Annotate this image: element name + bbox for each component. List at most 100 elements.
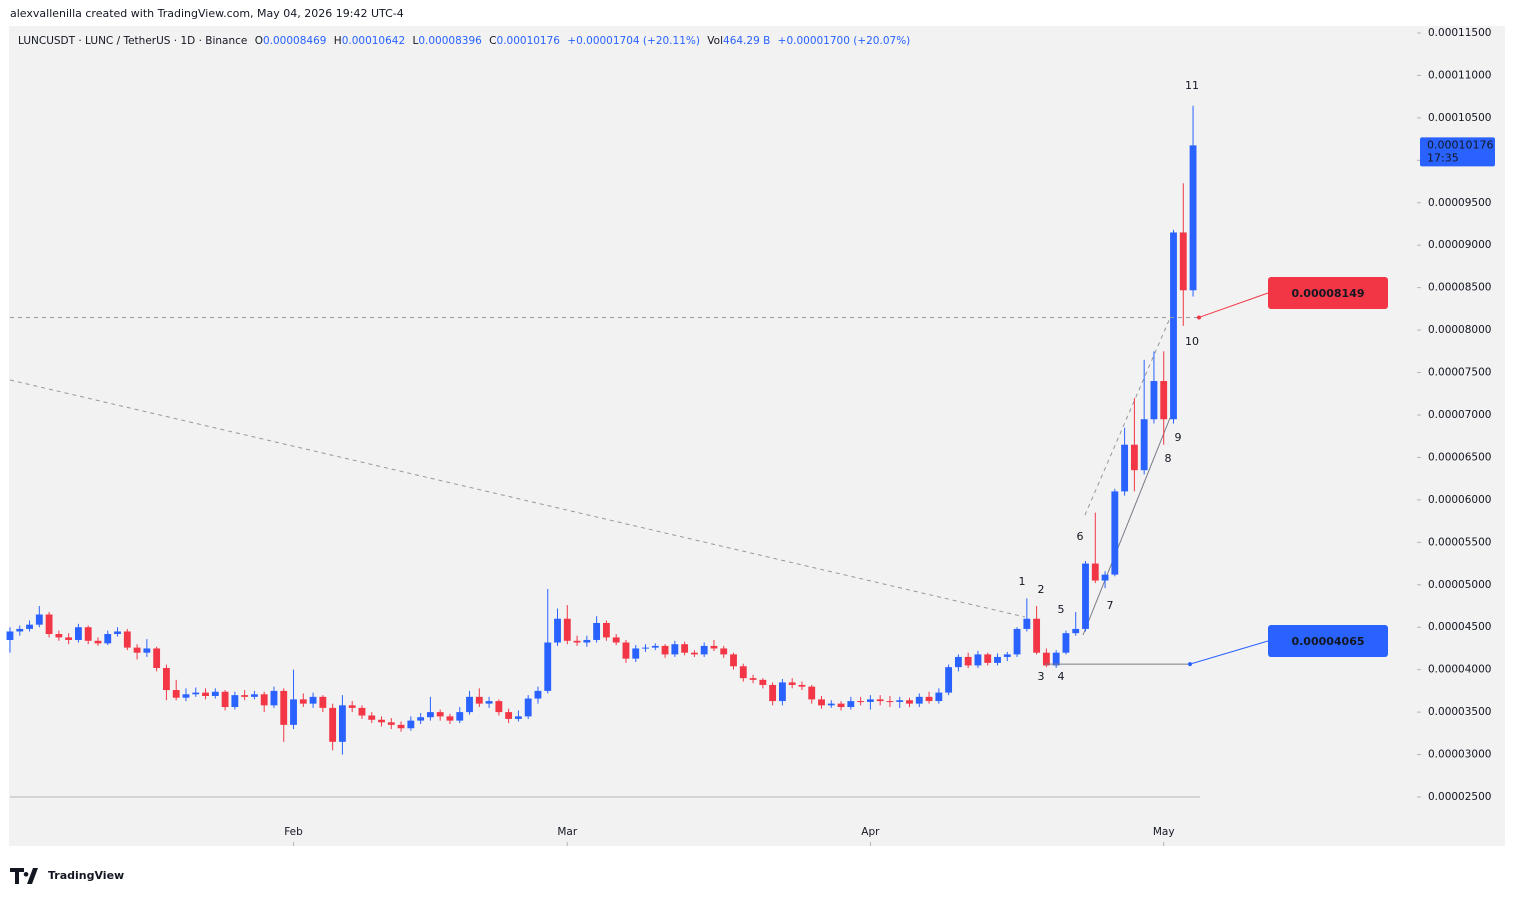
candle [837,701,845,711]
candle [554,608,561,646]
candle-body [534,690,542,699]
candle-body [133,647,141,653]
candle [1023,598,1031,632]
candle [250,690,258,700]
header: alexvallenilla created with TradingView.… [10,7,404,20]
candle-body [387,722,395,725]
candle [583,635,591,647]
channel-line [1084,317,1171,516]
candle [739,663,747,682]
candle-body [710,645,718,649]
candle-body [172,690,180,698]
candle-body [915,696,923,704]
candle [231,691,239,710]
candle-body [964,656,972,666]
candle-body [661,645,669,655]
legend: LUNCUSDT · LUNC / TetherUS · 1D · Binanc… [18,35,910,47]
candle [1150,351,1158,424]
candle-body [1091,563,1099,581]
candle [378,716,385,727]
candle [1052,650,1060,668]
candle [1082,561,1089,632]
candle-body [1003,654,1011,657]
wave-label: 4 [1058,670,1065,683]
legend-change: +0.00001704 (+20.11%) [567,35,700,47]
candle-body [593,622,601,640]
wave-label: 10 [1185,335,1199,348]
candle-body [260,694,268,706]
candle-body [896,700,904,702]
candle [466,690,473,715]
candle [661,644,669,658]
candle-body [1179,232,1187,291]
candle-body [749,678,757,680]
wave-label: 1 [1019,575,1026,588]
candle-body [954,656,962,668]
candle [436,709,444,721]
candle [544,589,552,694]
candle [1160,351,1168,445]
candle [827,700,835,708]
candle [182,688,190,702]
candle-body [192,692,200,695]
candle-body [1160,381,1168,420]
candle-body [798,684,806,687]
candle-body [143,648,151,653]
candle-body [1189,145,1197,291]
candle [866,695,874,710]
candle-body [378,719,385,723]
level-connector [1198,292,1269,318]
candle-body [544,642,552,691]
candle-body [759,679,767,685]
wave-label: 5 [1058,603,1065,616]
candle [886,695,894,708]
candle-body [1082,563,1089,629]
candle [906,697,913,708]
candle [925,691,933,704]
level-label: 0.00008149 [1291,287,1364,300]
candle-body [1042,652,1050,666]
candle-body [602,622,610,638]
level-label: 0.00004065 [1291,635,1364,648]
wave-label: 8 [1165,452,1172,465]
level-point [1188,662,1192,667]
candle [524,695,532,719]
level-box [1268,277,1388,309]
candle-body [436,712,444,717]
candle-body [1111,491,1119,575]
candle-body [730,654,737,667]
candle [84,625,92,645]
candle-body [925,696,933,702]
candle-body [329,707,337,742]
candle [642,644,649,652]
candle [622,639,630,663]
candle [632,645,640,663]
legend-high: 0.00010642 [342,35,405,47]
candle-body [994,656,1001,663]
candle-body [886,701,894,703]
y-tick-label: 0.00010500 [1428,112,1491,124]
candle [681,641,689,656]
candle-body [1062,633,1070,653]
y-tick-label: 0.00008000 [1428,324,1491,336]
candle [945,664,953,696]
candle [1189,105,1197,297]
candle [1091,512,1099,584]
y-tick-label: 0.00007000 [1428,409,1491,421]
candle-body [1013,628,1021,655]
candle [954,654,962,672]
candle [348,701,356,713]
candle [690,650,698,657]
candle-body [114,631,121,635]
candle-body [1052,652,1060,666]
x-tick-label: May [1153,826,1175,838]
candle [612,634,620,646]
candle [876,695,884,706]
candle [915,693,923,708]
candle [338,695,346,755]
candle-body [397,724,405,729]
candle-body [1033,618,1041,653]
candle [94,637,102,646]
candle [162,664,170,701]
trend-line [9,379,1026,618]
